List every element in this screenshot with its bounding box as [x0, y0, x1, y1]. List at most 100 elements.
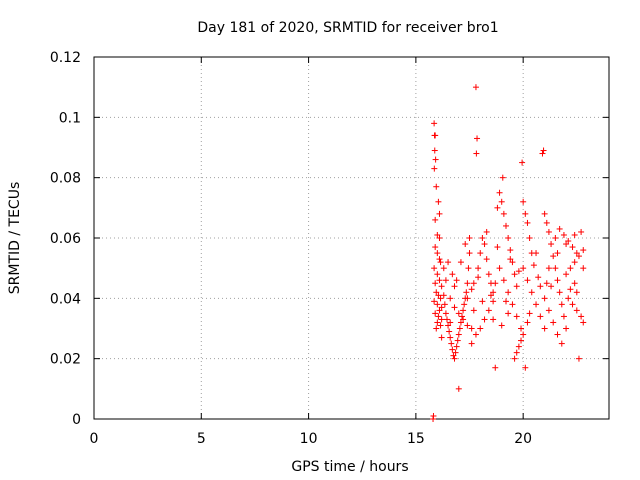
data-point — [472, 331, 479, 338]
data-point — [565, 238, 572, 245]
data-point — [573, 250, 580, 257]
data-point — [483, 256, 490, 263]
data-point — [498, 322, 505, 329]
data-point — [554, 331, 561, 338]
data-point — [575, 355, 582, 362]
data-point — [474, 135, 481, 142]
data-point — [436, 235, 443, 241]
data-point — [437, 259, 444, 266]
data-point — [452, 349, 459, 356]
data-point — [431, 265, 438, 272]
data-point — [440, 265, 447, 272]
y-tick-label: 0.04 — [50, 291, 81, 307]
data-point — [487, 292, 494, 299]
data-point — [550, 319, 557, 326]
data-point — [545, 265, 552, 272]
chart-title: Day 181 of 2020, SRMTID for receiver bro… — [197, 20, 498, 36]
data-point — [526, 235, 533, 241]
data-point — [442, 277, 449, 284]
data-point — [530, 262, 537, 269]
data-point — [528, 289, 535, 296]
data-point — [573, 289, 580, 296]
data-point — [438, 304, 445, 311]
data-point — [454, 337, 461, 344]
data-point — [578, 228, 585, 235]
data-point — [453, 343, 460, 350]
data-point — [511, 355, 518, 362]
data-point — [554, 277, 561, 284]
data-point — [463, 289, 470, 296]
data-point — [513, 313, 520, 320]
y-tick-label: 0.02 — [50, 352, 81, 368]
data-point — [447, 319, 454, 326]
data-point — [537, 313, 544, 320]
data-point — [500, 210, 507, 217]
data-point — [434, 301, 441, 308]
data-point — [481, 241, 488, 248]
data-point — [580, 265, 587, 272]
data-point — [505, 235, 512, 241]
data-point — [440, 292, 447, 299]
data-point — [560, 231, 567, 238]
data-point — [432, 244, 439, 251]
data-point — [435, 313, 442, 320]
data-point — [464, 280, 471, 287]
data-point — [541, 295, 548, 302]
data-point — [537, 283, 544, 290]
data-point — [518, 337, 525, 344]
data-point — [567, 286, 574, 293]
data-point — [432, 280, 439, 287]
y-axis-label: SRMTID / TECUs — [7, 182, 23, 295]
data-point — [448, 340, 455, 347]
data-point — [451, 304, 458, 311]
gridlines — [94, 57, 609, 419]
data-point — [464, 322, 471, 329]
data-point — [567, 265, 574, 272]
data-point — [520, 198, 527, 205]
data-point — [450, 352, 457, 359]
data-point — [578, 313, 585, 320]
data-point — [554, 250, 561, 257]
data-point — [509, 301, 516, 308]
data-point — [473, 150, 480, 157]
data-point — [535, 274, 542, 281]
data-point — [456, 325, 463, 332]
data-point — [436, 210, 443, 217]
data-point — [433, 183, 440, 190]
data-point — [494, 244, 501, 251]
data-point — [451, 283, 458, 290]
data-point — [519, 159, 526, 166]
data-point — [520, 265, 527, 272]
y-tick-label: 0.1 — [59, 110, 81, 126]
data-point — [571, 231, 578, 238]
data-point — [432, 156, 439, 163]
x-tick-label: 0 — [90, 431, 99, 447]
data-point — [433, 289, 440, 296]
data-point — [483, 228, 490, 235]
data-point — [558, 340, 565, 347]
data-point — [540, 147, 547, 154]
data-point — [526, 310, 533, 317]
data-point — [552, 265, 559, 272]
data-point — [548, 283, 555, 290]
data-point — [465, 265, 472, 272]
data-point — [436, 307, 443, 314]
data-point — [432, 310, 439, 317]
data-point — [563, 325, 570, 332]
y-tick-label: 0.08 — [50, 171, 81, 187]
data-point — [468, 340, 475, 347]
data-point — [524, 277, 531, 284]
data-point — [563, 241, 570, 248]
data-point — [443, 316, 450, 323]
data-point — [455, 310, 462, 317]
data-point — [503, 222, 509, 229]
data-point — [556, 289, 563, 296]
data-point — [490, 298, 497, 305]
data-point — [434, 231, 441, 238]
x-tick-label: 5 — [197, 431, 206, 447]
data-point — [447, 334, 454, 341]
data-point — [449, 271, 456, 278]
data-point — [464, 295, 471, 302]
data-point — [490, 289, 497, 296]
data-point — [446, 328, 453, 335]
